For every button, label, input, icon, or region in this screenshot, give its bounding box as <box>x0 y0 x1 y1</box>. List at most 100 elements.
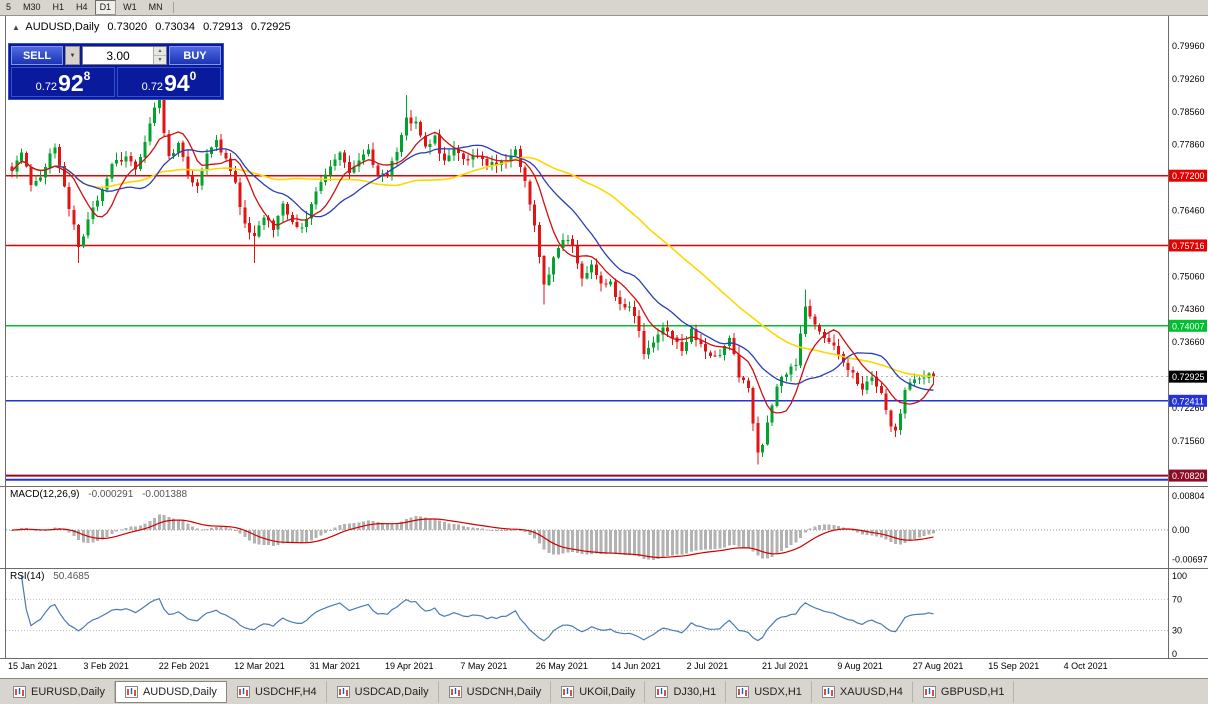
chart-tab-icon <box>236 686 250 698</box>
svg-text:0.74007: 0.74007 <box>1172 321 1205 331</box>
spinner-up-icon[interactable]: ▲ <box>154 47 166 56</box>
macd-histogram <box>10 514 935 560</box>
macd-panel[interactable] <box>6 514 1168 560</box>
svg-text:0.79960: 0.79960 <box>1172 41 1205 51</box>
buy-price-big: 94 <box>164 70 190 96</box>
timeframe-button-M30[interactable]: M30 <box>23 2 41 12</box>
svg-text:3 Feb 2021: 3 Feb 2021 <box>83 661 129 671</box>
chart-tab-icon <box>448 686 462 698</box>
date-axis: 15 Jan 2021 3 Feb 2021 22 Feb 2021 12 Mar 2… <box>8 661 1108 671</box>
sell-price-prefix: 0.72 <box>35 81 58 93</box>
ohlc-low: 0.72913 <box>203 21 243 33</box>
svg-text:31 Mar 2021: 31 Mar 2021 <box>310 661 361 671</box>
macd-name: MACD(12,26,9) <box>10 489 80 500</box>
timeframe-button-MN[interactable]: MN <box>148 2 163 12</box>
spinner-down-icon[interactable]: ▼ <box>154 56 166 64</box>
price-panel[interactable] <box>6 88 1168 481</box>
volume-input[interactable]: 3.00 ▲ ▼ <box>82 46 167 65</box>
chart-tab-audusd-daily[interactable]: AUDUSD,Daily <box>114 681 227 703</box>
svg-text:0.70820: 0.70820 <box>1172 471 1205 481</box>
ohlc-close: 0.72925 <box>250 21 291 33</box>
timeframe-button-H1[interactable]: H1 <box>52 2 65 12</box>
sell-price-sup: 8 <box>83 69 91 83</box>
ohlc-high: 0.73034 <box>155 21 195 33</box>
macd-value: -0.000291 <box>88 489 134 500</box>
sell-button[interactable]: SELL <box>11 46 63 65</box>
svg-text:15 Jan 2021: 15 Jan 2021 <box>8 661 58 671</box>
chart-tab-dj30-h1[interactable]: DJ30,H1 <box>645 681 727 703</box>
trade-prices-row: 0.72 92 8 0.72 94 0 <box>11 67 221 97</box>
chart-tab-label: AUDUSD,Daily <box>142 686 217 698</box>
svg-text:100: 100 <box>1172 571 1187 581</box>
svg-text:2 Jul 2021: 2 Jul 2021 <box>687 661 729 671</box>
rsi-axis: 100 70 30 0 <box>1172 571 1187 659</box>
svg-text:21 Jul 2021: 21 Jul 2021 <box>762 661 809 671</box>
macd-label: MACD(12,26,9) -0.000291 -0.001388 <box>10 489 187 500</box>
svg-text:0.72260: 0.72260 <box>1172 403 1205 413</box>
rsi-panel[interactable] <box>6 575 1168 642</box>
toolbar-separator <box>172 2 174 13</box>
svg-text:7 May 2021: 7 May 2021 <box>460 661 507 671</box>
buy-button[interactable]: BUY <box>169 46 221 65</box>
chart-tab-icon <box>124 686 138 698</box>
chart-tab-label: DJ30,H1 <box>673 686 717 698</box>
svg-text:0.79260: 0.79260 <box>1172 74 1205 84</box>
svg-text:26 May 2021: 26 May 2021 <box>536 661 588 671</box>
chart-tab-icon <box>821 686 835 698</box>
svg-text:0.72411: 0.72411 <box>1172 396 1204 406</box>
moving-average-45 <box>11 156 934 378</box>
chart-tab-label: EURUSD,Daily <box>31 686 105 698</box>
sell-price-big: 92 <box>58 70 84 96</box>
timeframe-button-5[interactable]: 5 <box>6 2 12 12</box>
chart-tab-icon <box>336 686 350 698</box>
sell-price-display[interactable]: 0.72 92 8 <box>11 67 115 97</box>
volume-dropdown-button[interactable]: ▼ <box>65 46 80 65</box>
chart-tab-usdx-h1[interactable]: USDX,H1 <box>726 681 812 703</box>
chart-tab-label: USDCNH,Daily <box>466 686 542 698</box>
svg-text:4 Oct 2021: 4 Oct 2021 <box>1064 661 1108 671</box>
chart-tab-ukoil-daily[interactable]: UKOil,Daily <box>551 681 646 703</box>
price-axis: 0.79960 0.79260 0.78560 0.77860 0.76460 0.750… <box>1169 41 1207 482</box>
svg-text:0.75716: 0.75716 <box>1172 241 1205 251</box>
svg-text:0.75060: 0.75060 <box>1172 271 1205 281</box>
svg-text:14 Jun 2021: 14 Jun 2021 <box>611 661 661 671</box>
chart-tab-usdchf-h4[interactable]: USDCHF,H4 <box>227 681 327 703</box>
chart-tab-label: UKOil,Daily <box>579 686 636 698</box>
chart-tab-label: USDCHF,H4 <box>254 686 317 698</box>
chart-tab-gbpusd-h1[interactable]: GBPUSD,H1 <box>913 681 1015 703</box>
chart-tab-eurusd-daily[interactable]: EURUSD,Daily <box>3 681 115 703</box>
rsi-value: 50.4685 <box>53 571 90 582</box>
buy-price-display[interactable]: 0.72 94 0 <box>117 67 221 97</box>
one-click-trading-panel: SELL ▼ 3.00 ▲ ▼ BUY 0.72 92 8 0.72 94 <box>8 43 224 100</box>
svg-text:70: 70 <box>1172 594 1182 604</box>
volume-value[interactable]: 3.00 <box>106 48 130 63</box>
buy-price-prefix: 0.72 <box>141 81 164 93</box>
chart-tab-icon <box>655 686 669 698</box>
svg-text:0.77200: 0.77200 <box>1172 171 1205 181</box>
timeframe-toolbar: 5 M30 H1 H4 D1 W1 MN <box>0 0 1208 16</box>
svg-text:0.74360: 0.74360 <box>1172 304 1205 314</box>
svg-text:0.72925: 0.72925 <box>1172 372 1205 382</box>
moving-average-18 <box>11 144 934 391</box>
chart-tab-usdcnh-daily[interactable]: USDCNH,Daily <box>439 681 552 703</box>
svg-text:27 Aug 2021: 27 Aug 2021 <box>913 661 964 671</box>
chart-title: ▲ AUDUSD,Daily 0.73020 0.73034 0.72913 0… <box>12 21 291 33</box>
svg-text:0.00804: 0.00804 <box>1172 491 1205 501</box>
timeframe-button-W1[interactable]: W1 <box>123 2 137 12</box>
buy-price-sup: 0 <box>189 69 197 83</box>
timeframe-button-H4[interactable]: H4 <box>76 2 88 12</box>
ohlc-open: 0.73020 <box>107 21 148 33</box>
svg-text:0.71560: 0.71560 <box>1172 436 1205 446</box>
chart-tab-label: XAUUSD,H4 <box>839 686 903 698</box>
dropdown-arrow-icon: ▼ <box>69 52 76 59</box>
rsi-name: RSI(14) <box>10 571 45 582</box>
symbol-marker-icon: ▲ <box>12 23 20 32</box>
timeframe-button-D1[interactable]: D1 <box>94 0 117 15</box>
svg-text:22 Feb 2021: 22 Feb 2021 <box>159 661 210 671</box>
chart-tab-label: USDCAD,Daily <box>354 686 429 698</box>
chart-tab-xauusd-h4[interactable]: XAUUSD,H4 <box>812 681 913 703</box>
svg-text:12 Mar 2021: 12 Mar 2021 <box>234 661 285 671</box>
chart-tab-usdcad-daily[interactable]: USDCAD,Daily <box>327 681 439 703</box>
svg-text:0.78560: 0.78560 <box>1172 107 1205 117</box>
